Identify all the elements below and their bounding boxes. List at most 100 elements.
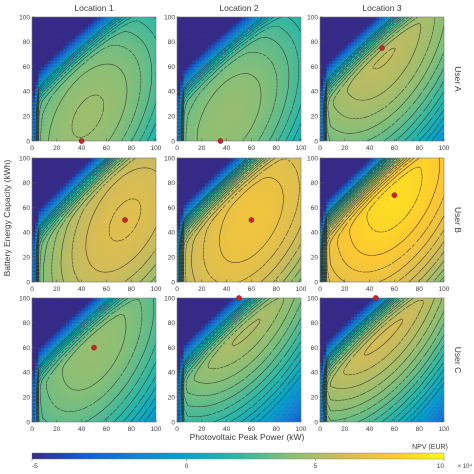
heat-cell (198, 38, 203, 43)
heat-cell (180, 29, 184, 33)
heat-cell (137, 103, 141, 108)
heat-cell (297, 103, 301, 108)
heat-cell (195, 103, 200, 108)
heat-cell (59, 91, 64, 95)
heat-cell (357, 54, 361, 58)
heat-cell (400, 69, 405, 74)
heat-cell (282, 32, 286, 36)
heat-cell (266, 128, 271, 133)
heat-cell (214, 97, 218, 102)
heat-cell (152, 116, 156, 120)
heat-cell (84, 23, 89, 27)
heat-cell (326, 100, 330, 105)
heat-cell (422, 35, 426, 40)
heat-cell (32, 79, 36, 83)
heat-cell (366, 26, 370, 30)
heat-cell (186, 82, 190, 86)
heat-cell (90, 41, 95, 46)
heat-cell (403, 125, 408, 129)
heat-cell (363, 75, 367, 80)
heat-cell (100, 88, 104, 92)
heat-cell (400, 113, 405, 117)
heat-cell (59, 57, 64, 61)
heat-cell (366, 63, 370, 67)
heat-cell (84, 103, 89, 108)
heat-cell (195, 113, 200, 117)
y-tick-label: 20 (168, 114, 176, 121)
heat-cell (360, 72, 364, 77)
heat-cell (257, 17, 262, 21)
heat-cell (351, 97, 355, 102)
heat-cell (226, 17, 231, 21)
heat-cell (140, 125, 144, 129)
heat-cell (394, 94, 398, 98)
heat-cell (329, 57, 333, 61)
heat-cell (32, 137, 36, 141)
heat-cell (115, 75, 120, 80)
heat-cell (413, 32, 417, 36)
heat-cell (357, 32, 361, 36)
heat-cell (419, 106, 423, 111)
heat-cell (121, 85, 126, 89)
heat-cell (204, 63, 209, 67)
heat-cell (211, 41, 215, 46)
heat-cell (378, 128, 383, 133)
heat-cell (394, 38, 398, 43)
heat-cell (118, 106, 123, 111)
heat-cell (266, 44, 271, 49)
heat-cell (279, 29, 283, 33)
heat-cell (428, 51, 432, 55)
heat-cell (232, 137, 237, 141)
heat-cell (248, 91, 252, 95)
heat-cell (140, 106, 144, 111)
heat-cell (201, 75, 206, 80)
heat-cell (121, 113, 126, 117)
heat-cell (214, 85, 218, 89)
heat-cell (403, 57, 408, 61)
heat-cell (347, 35, 352, 40)
heat-cell (189, 35, 193, 40)
heat-cell (152, 97, 156, 102)
heat-cell (369, 72, 374, 77)
heat-cell (332, 23, 336, 27)
heat-cell (335, 131, 339, 136)
heat-cell (112, 131, 117, 136)
heat-cell (338, 88, 343, 92)
heat-cell (276, 75, 280, 80)
heat-cell (397, 110, 401, 114)
heat-cell (285, 103, 289, 108)
heat-cell (90, 131, 95, 136)
heat-cell (81, 122, 86, 126)
heat-cell (59, 128, 64, 133)
heat-cell (100, 119, 104, 123)
heat-cell (50, 128, 55, 133)
heat-cell (428, 54, 432, 58)
heat-cell (235, 79, 240, 83)
heat-cell (276, 38, 280, 43)
heat-cell (437, 44, 442, 49)
heat-cell (440, 91, 444, 95)
heat-cell (375, 106, 380, 111)
heat-cell (338, 32, 343, 36)
heat-cell (134, 44, 138, 49)
heat-cell (260, 38, 265, 43)
heat-cell (291, 116, 296, 120)
heat-cell (422, 122, 426, 126)
heat-cell (323, 20, 327, 24)
heat-cell (186, 54, 190, 58)
heat-cell (276, 94, 280, 98)
heat-cell (323, 32, 327, 36)
heat-cell (44, 23, 48, 27)
heat-cell (78, 122, 82, 126)
heat-cell (50, 35, 55, 40)
heat-cell (270, 48, 274, 52)
heat-cell (149, 17, 154, 21)
heat-cell (360, 85, 364, 89)
heat-cell (434, 60, 439, 64)
heat-cell (112, 17, 117, 21)
heat-cell (35, 26, 39, 30)
heat-cell (406, 116, 411, 120)
heat-cell (201, 20, 206, 24)
heat-cell (131, 35, 135, 40)
heat-cell (84, 82, 89, 86)
